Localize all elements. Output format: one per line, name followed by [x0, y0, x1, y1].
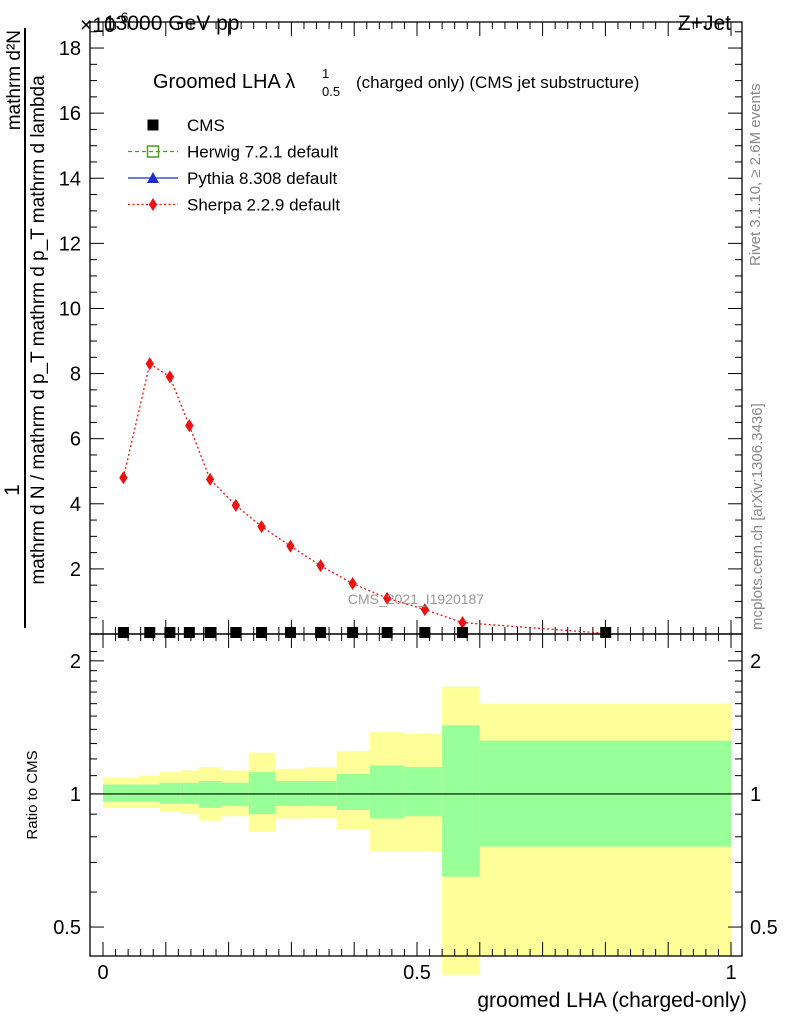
- title-sup: 1: [322, 66, 329, 81]
- data-point: [381, 627, 393, 638]
- legend-entry: Herwig 7.2.1 default: [128, 143, 338, 162]
- y-exponent-power: -6: [116, 9, 129, 25]
- data-point: [164, 627, 176, 638]
- ylabel-numerator: 1: [1, 484, 24, 496]
- ratio-y-tick-label: 1: [750, 784, 761, 806]
- ratio-y-tick-label: 0.5: [53, 917, 81, 939]
- y-tick-label: 10: [59, 298, 81, 320]
- series-line: [122, 362, 606, 634]
- legend-marker: [146, 145, 160, 158]
- data-point: [457, 627, 469, 638]
- legend-entry: Pythia 8.308 default: [128, 169, 338, 188]
- x-axis-label: groomed LHA (charged-only): [477, 989, 747, 1012]
- y-tick-label: 14: [59, 168, 81, 190]
- plot-title: Groomed LHA λ 1 0.5 (charged only) (CMS …: [153, 66, 639, 99]
- data-point: [231, 498, 241, 512]
- ratio-band-inner: [369, 765, 405, 819]
- data-point: [183, 627, 195, 638]
- legend-label: CMS: [187, 116, 225, 135]
- legend-entry: CMS: [147, 116, 225, 135]
- data-point: [165, 370, 175, 384]
- ratio-y-tick-label: 0.5: [750, 917, 778, 939]
- ratio-band-inner: [442, 725, 480, 877]
- ratio-band-inner: [103, 784, 138, 802]
- y-tick-label: 16: [59, 103, 81, 125]
- data-point: [315, 627, 327, 638]
- y-tick-label: 18: [59, 38, 81, 60]
- y-tick-label: 4: [70, 494, 81, 516]
- y-tick-label: 12: [59, 233, 81, 255]
- ratio-band-inner: [159, 782, 181, 804]
- series-cms: [117, 627, 612, 638]
- data-point: [382, 591, 392, 605]
- y-tick-label: 8: [70, 364, 81, 386]
- data-point: [286, 539, 295, 553]
- data-point: [185, 419, 194, 433]
- data-point: [257, 520, 266, 534]
- x-tick-label: 0.5: [403, 962, 431, 984]
- x-tick-label: 0: [97, 962, 108, 984]
- ratio-y-axis-label: Ratio to CMS: [24, 750, 41, 839]
- ratio-band-inner: [248, 772, 276, 815]
- header-left-label: 13000 GeV pp: [104, 12, 239, 35]
- watermark-label: CMS_2021_I1920187: [348, 591, 484, 607]
- data-point: [419, 627, 431, 638]
- data-point: [348, 577, 357, 591]
- data-point: [119, 471, 128, 485]
- legend-entry: Sherpa 2.2.9 default: [128, 196, 340, 215]
- y-exponent-label: ×10: [80, 14, 116, 37]
- title-main: Groomed LHA λ: [153, 71, 295, 93]
- ratio-band-inner: [180, 782, 200, 804]
- ratio-plot-frame: [89, 633, 743, 957]
- title-rest: (charged only) (CMS jet substructure): [356, 73, 639, 92]
- ylabel-d2n: mathrm d²N: [4, 30, 25, 130]
- ratio-band-inner: [336, 773, 370, 810]
- data-point: [144, 627, 156, 638]
- data-point: [230, 627, 242, 638]
- legend-label: Sherpa 2.2.9 default: [187, 196, 340, 215]
- legend: CMS Herwig 7.2.1 default Pythia 8.308 defa…: [128, 116, 340, 215]
- legend-label: Herwig 7.2.1 default: [187, 143, 338, 162]
- ratio-band-inner: [404, 767, 443, 817]
- ratio-y-tick-label: 1: [70, 784, 81, 806]
- legend-marker: [147, 119, 159, 131]
- main-plot-frame: [89, 21, 743, 635]
- header-right-label: Z+Jet: [678, 12, 731, 35]
- data-point: [458, 616, 467, 630]
- data-point: [205, 472, 215, 486]
- ratio-band-inner: [137, 784, 160, 802]
- ratio-y-tick-label: 2: [70, 651, 81, 673]
- x-tick-label: 1: [725, 962, 736, 984]
- data-point: [316, 559, 325, 573]
- data-point: [256, 627, 268, 638]
- data-point: [284, 627, 296, 638]
- mcplots-label: mcplots.cern.ch [arXiv:1306.3436]: [749, 403, 766, 630]
- title-sub: 0.5: [322, 84, 340, 99]
- data-point: [420, 603, 430, 617]
- legend-label: Pythia 8.308 default: [187, 169, 338, 188]
- series-sherpa: [119, 357, 610, 639]
- legend-marker: [147, 172, 159, 183]
- data-point: [600, 627, 612, 638]
- legend-marker: [148, 198, 158, 211]
- main-y-axis-label: 1 mathrm d N / mathrm d p_T mathrm d p_T…: [1, 28, 49, 628]
- y-tick-label: 2: [70, 559, 81, 581]
- y-tick-label: 6: [70, 429, 81, 451]
- data-point: [347, 627, 359, 638]
- data-point: [117, 627, 129, 638]
- ylabel-denominator: mathrm d N / mathrm d p_T mathrm d p_T m…: [28, 75, 49, 585]
- data-point: [204, 627, 216, 638]
- rivet-label: Rivet 3.1.10, ≥ 2.6M events: [747, 84, 764, 267]
- ratio-y-tick-label: 2: [750, 651, 761, 673]
- data-point: [145, 357, 154, 371]
